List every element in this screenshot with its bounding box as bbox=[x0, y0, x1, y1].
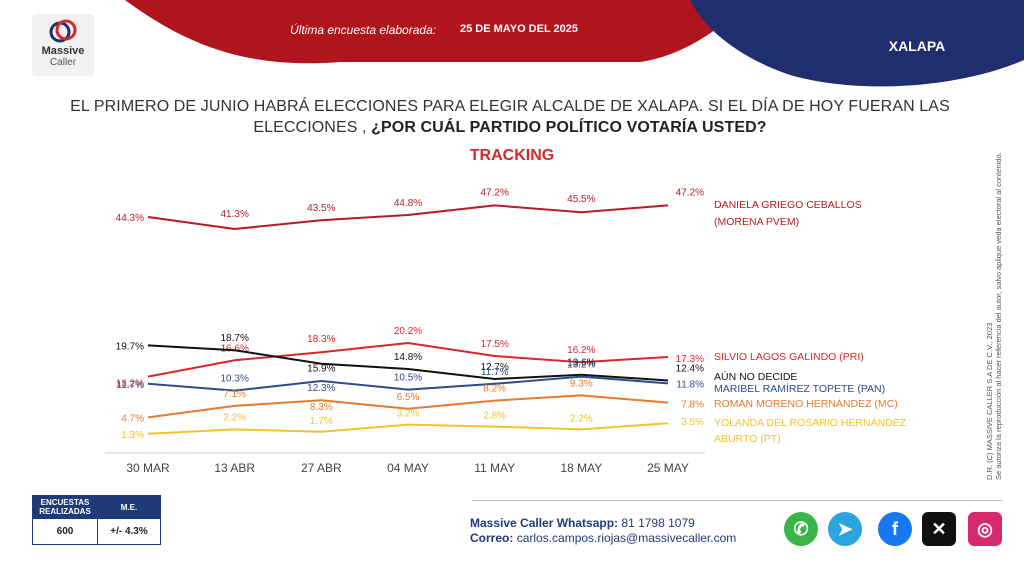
series-line bbox=[147, 375, 669, 392]
data-label: 11.8% bbox=[676, 379, 704, 390]
data-label: 3.5% bbox=[681, 417, 704, 428]
reproduction-note: Se autoriza la reproducción al hacer ref… bbox=[994, 120, 1006, 480]
sample-value: 600 bbox=[32, 518, 98, 545]
data-label: 16.6% bbox=[220, 343, 248, 354]
sample-header-line1: ENCUESTAS bbox=[40, 498, 90, 507]
data-label: 12.7% bbox=[480, 362, 508, 373]
legend-label: SILVIO LAGOS GALINDO (PRI) bbox=[714, 351, 864, 363]
data-label: 43.5% bbox=[307, 203, 335, 214]
data-label: 7.8% bbox=[681, 400, 704, 411]
header-background bbox=[125, 0, 1024, 87]
data-label: 11.7% bbox=[481, 367, 509, 378]
data-label: 2.2% bbox=[570, 413, 593, 424]
data-label: 12.3% bbox=[307, 383, 335, 394]
logo bbox=[32, 14, 94, 76]
data-label: 1.3% bbox=[121, 430, 144, 441]
copyright-line: D.R. (C) MASSIVE CALLER S.A DE C.V., 202… bbox=[985, 322, 994, 480]
data-label: 20.2% bbox=[394, 326, 422, 337]
data-label: 8.3% bbox=[310, 402, 333, 413]
data-label: 14.8% bbox=[394, 352, 422, 363]
whatsapp-contact: Massive Caller Whatsapp: 81 1798 1079 bbox=[470, 516, 695, 530]
data-label: 1.7% bbox=[310, 416, 333, 427]
logo-name: Massive bbox=[41, 45, 85, 57]
question-part2: ¿POR CUÁL PARTIDO POLÍTICO VOTARÍA USTED… bbox=[371, 119, 767, 136]
telegram-icon[interactable]: ➤ bbox=[828, 512, 862, 546]
x-tick-label: 04 MAY bbox=[387, 461, 429, 475]
data-label: 2.2% bbox=[223, 412, 246, 423]
survey-stats-table: ENCUESTAS REALIZADAS M.E. 600 +/- 4.3% bbox=[32, 495, 161, 545]
facebook-icon[interactable]: f bbox=[878, 512, 912, 546]
legend-label: DANIELA GRIEGO CEBALLOS bbox=[714, 199, 862, 211]
survey-date: 25 DE MAYO DEL 2025 bbox=[460, 23, 579, 35]
chart-title: TRACKING bbox=[469, 147, 555, 164]
x-tick-label: 30 MAR bbox=[126, 461, 170, 475]
data-label: 4.7% bbox=[121, 413, 144, 424]
sample-header-line2: REALIZADAS bbox=[39, 507, 91, 516]
x-icon[interactable]: ✕ bbox=[922, 512, 956, 546]
legend-label: ABURTO (PT) bbox=[714, 433, 781, 445]
email-label: Correo: bbox=[470, 531, 514, 545]
series-line bbox=[147, 422, 669, 435]
legend-label: YOLANDA DEL ROSARIO HERNÁNDEZ bbox=[714, 416, 907, 429]
whatsapp-number[interactable]: 81 1798 1079 bbox=[621, 516, 695, 530]
x-tick-label: 13 ABR bbox=[214, 461, 255, 475]
reproduction-line: Se autoriza la reproducción al hacer ref… bbox=[994, 152, 1003, 480]
data-label: 8.2% bbox=[483, 384, 506, 395]
data-label: 13.6% bbox=[567, 358, 595, 369]
survey-label: Última encuesta elaborada: bbox=[290, 23, 437, 37]
logo-subtitle: Caller bbox=[49, 57, 77, 68]
series-line bbox=[147, 341, 669, 378]
data-label: 16.2% bbox=[567, 345, 595, 356]
data-label: 2.8% bbox=[483, 411, 506, 422]
email-contact: Correo: carlos.campos.riojas@massivecall… bbox=[470, 531, 736, 545]
question-part1: EL PRIMERO DE JUNIO HABRÁ ELECCIONES PAR… bbox=[70, 98, 950, 136]
data-label: 17.3% bbox=[676, 354, 704, 365]
data-label: 10.5% bbox=[394, 373, 422, 384]
sample-header: ENCUESTAS REALIZADAS bbox=[32, 495, 98, 519]
margin-header: M.E. bbox=[97, 495, 161, 519]
data-label: 9.3% bbox=[570, 378, 593, 389]
data-label: 13.2% bbox=[567, 360, 595, 371]
email-address[interactable]: carlos.campos.riojas@massivecaller.com bbox=[516, 531, 737, 545]
data-label: 18.7% bbox=[220, 333, 248, 344]
data-label: 3.2% bbox=[397, 409, 420, 420]
data-label: 47.2% bbox=[676, 187, 704, 198]
data-label: 45.5% bbox=[567, 194, 595, 205]
legend-label: AÚN NO DECIDE bbox=[714, 370, 797, 383]
data-label: 47.2% bbox=[480, 187, 508, 198]
city-label: XALAPA bbox=[888, 38, 946, 54]
data-label: 18.3% bbox=[307, 334, 335, 345]
x-tick-label: 11 MAY bbox=[474, 461, 515, 475]
data-label: 19.7% bbox=[116, 341, 144, 352]
x-tick-label: 18 MAY bbox=[560, 461, 602, 475]
data-label: 7.1% bbox=[223, 389, 246, 400]
legend-label: (MORENA PVEM) bbox=[714, 216, 799, 228]
footer-divider bbox=[472, 500, 1002, 501]
data-label: 44.8% bbox=[394, 198, 422, 209]
legend-label: MARIBEL RAMÍREZ TOPETE (PAN) bbox=[714, 382, 885, 395]
series-line bbox=[147, 394, 669, 419]
data-label: 10.3% bbox=[220, 374, 248, 385]
instagram-icon[interactable]: ◎ bbox=[968, 512, 1002, 546]
whatsapp-label: Massive Caller Whatsapp: bbox=[470, 516, 619, 530]
margin-value: +/- 4.3% bbox=[97, 518, 161, 545]
series-line bbox=[147, 344, 669, 382]
data-label: 6.5% bbox=[397, 392, 420, 403]
data-label: 41.3% bbox=[220, 209, 248, 220]
data-label: 17.5% bbox=[480, 339, 508, 350]
data-label: 11.7% bbox=[116, 380, 144, 391]
data-label: 13.2% bbox=[116, 379, 144, 390]
data-label: 15.9% bbox=[307, 364, 335, 375]
whatsapp-icon[interactable]: ✆ bbox=[784, 512, 818, 546]
x-tick-label: 27 ABR bbox=[301, 461, 342, 475]
data-label: 12.4% bbox=[676, 363, 704, 374]
data-label: 44.3% bbox=[116, 213, 144, 224]
logo-mark-icon bbox=[49, 19, 77, 43]
series-line bbox=[147, 204, 669, 231]
question-text: EL PRIMERO DE JUNIO HABRÁ ELECCIONES PAR… bbox=[60, 96, 960, 138]
x-tick-label: 25 MAY bbox=[647, 461, 689, 475]
legend-label: ROMÁN MORENO HERNÁNDEZ (MC) bbox=[714, 397, 898, 410]
